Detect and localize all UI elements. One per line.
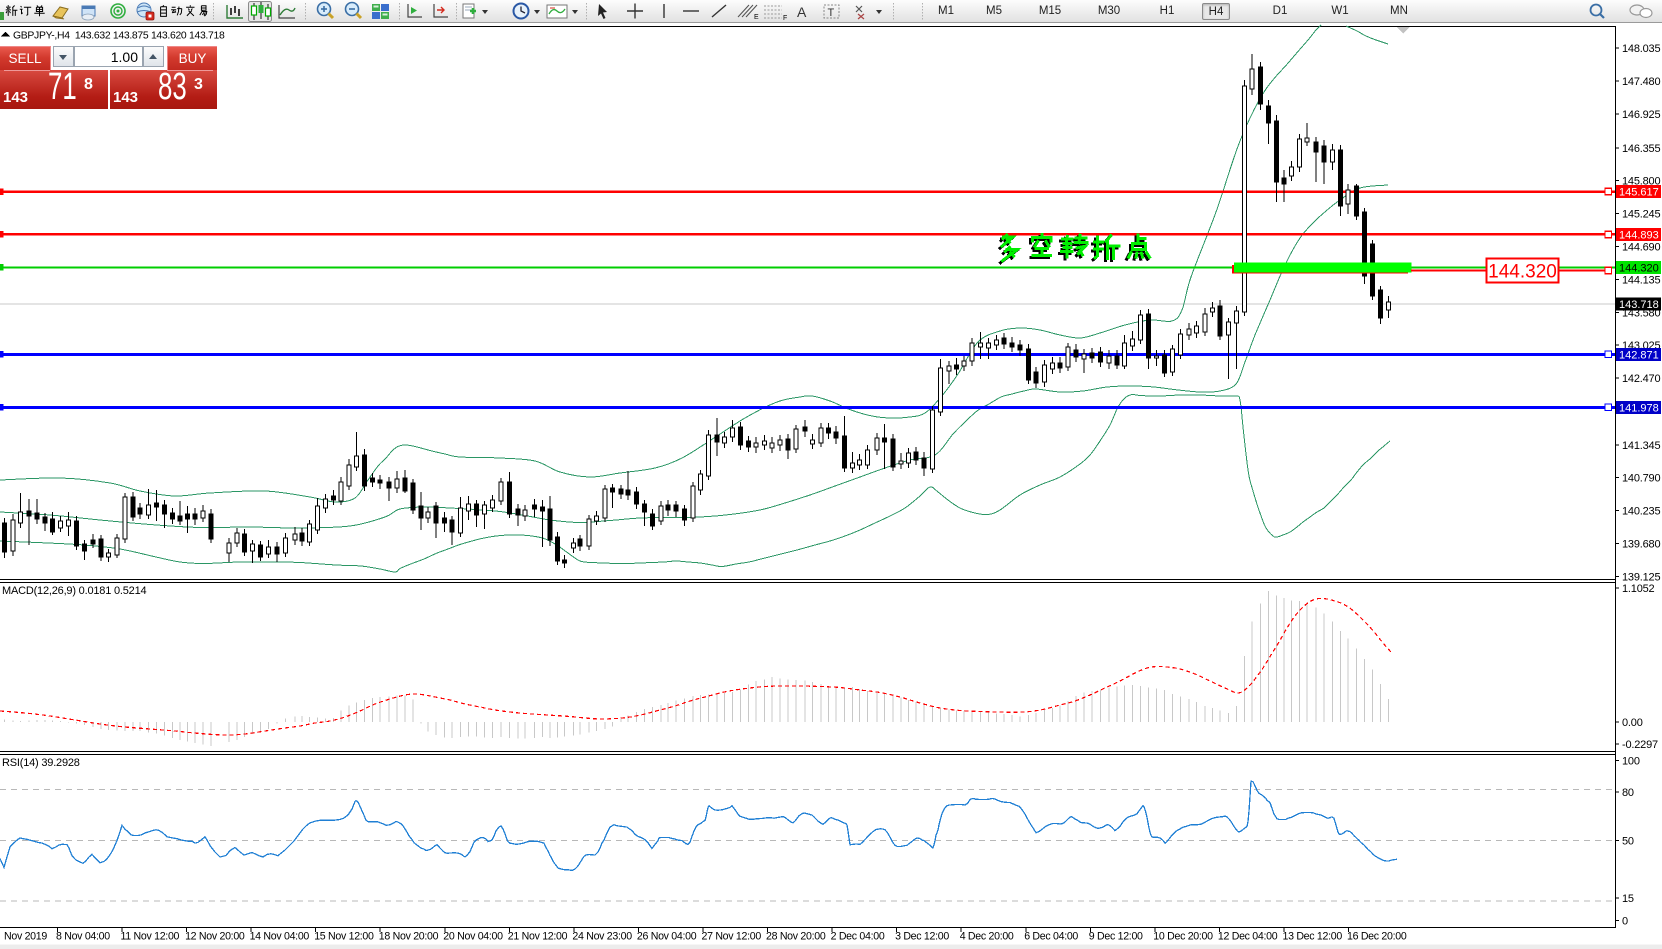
svg-text:6 Dec 04:00: 6 Dec 04:00 bbox=[1024, 931, 1078, 943]
svg-text:145.800: 145.800 bbox=[1622, 176, 1660, 188]
svg-text:RSI(14) 39.2928: RSI(14) 39.2928 bbox=[2, 757, 80, 769]
svg-text:9 Dec 12:00: 9 Dec 12:00 bbox=[1089, 931, 1143, 943]
svg-text:26 Nov 04:00: 26 Nov 04:00 bbox=[637, 931, 697, 943]
svg-text:140.790: 140.790 bbox=[1622, 473, 1660, 485]
svg-text:14 Nov 04:00: 14 Nov 04:00 bbox=[250, 931, 310, 943]
svg-text:13 Dec 12:00: 13 Dec 12:00 bbox=[1283, 931, 1343, 943]
svg-text:139.680: 139.680 bbox=[1622, 539, 1660, 551]
svg-text:8 Nov 04:00: 8 Nov 04:00 bbox=[56, 931, 110, 943]
svg-text:15 Nov 12:00: 15 Nov 12:00 bbox=[314, 931, 374, 943]
svg-text:0.00: 0.00 bbox=[1622, 717, 1643, 729]
svg-text:MACD(12,26,9) 0.0181 0.5214: MACD(12,26,9) 0.0181 0.5214 bbox=[2, 585, 146, 597]
svg-text:80: 80 bbox=[1622, 787, 1634, 799]
svg-text:12 Dec 04:00: 12 Dec 04:00 bbox=[1218, 931, 1278, 943]
svg-text:100: 100 bbox=[1622, 755, 1640, 767]
svg-text:10 Dec 20:00: 10 Dec 20:00 bbox=[1153, 931, 1213, 943]
svg-text:139.125: 139.125 bbox=[1622, 571, 1660, 583]
svg-text:144.320: 144.320 bbox=[1488, 262, 1557, 283]
svg-text:0: 0 bbox=[1622, 915, 1628, 927]
svg-text:143.718: 143.718 bbox=[1619, 299, 1659, 311]
svg-text:144.690: 144.690 bbox=[1622, 242, 1660, 254]
svg-text:2 Dec 04:00: 2 Dec 04:00 bbox=[831, 931, 885, 943]
svg-text:144.893: 144.893 bbox=[1619, 229, 1659, 241]
svg-text:146.355: 146.355 bbox=[1622, 143, 1660, 155]
svg-text:F: F bbox=[783, 15, 787, 22]
svg-text:20 Nov 04:00: 20 Nov 04:00 bbox=[443, 931, 503, 943]
svg-text:15: 15 bbox=[1622, 893, 1634, 905]
svg-text:28 Nov 20:00: 28 Nov 20:00 bbox=[766, 931, 826, 943]
svg-text:142.871: 142.871 bbox=[1619, 349, 1659, 361]
svg-text:A: A bbox=[797, 4, 807, 20]
svg-text:145.617: 145.617 bbox=[1619, 187, 1659, 199]
svg-text:147.480: 147.480 bbox=[1622, 76, 1660, 88]
svg-text:T: T bbox=[828, 7, 835, 19]
svg-text:3 Dec 12:00: 3 Dec 12:00 bbox=[895, 931, 949, 943]
svg-text:E: E bbox=[754, 14, 759, 21]
svg-text:146.925: 146.925 bbox=[1622, 109, 1660, 121]
svg-text:27 Nov 12:00: 27 Nov 12:00 bbox=[702, 931, 762, 943]
svg-text:11 Nov 12:00: 11 Nov 12:00 bbox=[121, 931, 180, 943]
svg-text:24 Nov 23:00: 24 Nov 23:00 bbox=[572, 931, 632, 943]
svg-text:145.245: 145.245 bbox=[1622, 209, 1660, 221]
svg-text:144.135: 144.135 bbox=[1622, 274, 1660, 286]
svg-text:21 Nov 12:00: 21 Nov 12:00 bbox=[508, 931, 568, 943]
svg-text:148.035: 148.035 bbox=[1622, 43, 1660, 55]
svg-text:GBPJPY-,H4 143.632 143.875 14: GBPJPY-,H4 143.632 143.875 143.620 143.7… bbox=[13, 31, 225, 42]
svg-text:141.345: 141.345 bbox=[1622, 440, 1660, 452]
svg-text:16 Dec 20:00: 16 Dec 20:00 bbox=[1347, 931, 1407, 943]
svg-text:1.1052: 1.1052 bbox=[1622, 583, 1655, 595]
svg-text:-0.2297: -0.2297 bbox=[1622, 739, 1658, 751]
svg-text:140.235: 140.235 bbox=[1622, 506, 1660, 518]
svg-text:50: 50 bbox=[1622, 835, 1634, 847]
svg-text:141.978: 141.978 bbox=[1619, 402, 1659, 414]
svg-text:142.470: 142.470 bbox=[1622, 373, 1660, 385]
svg-text:12 Nov 20:00: 12 Nov 20:00 bbox=[185, 931, 245, 943]
svg-text:18 Nov 20:00: 18 Nov 20:00 bbox=[379, 931, 439, 943]
svg-text:144.320: 144.320 bbox=[1619, 262, 1659, 274]
svg-text:Nov 2019: Nov 2019 bbox=[4, 931, 47, 943]
svg-text:4 Dec 20:00: 4 Dec 20:00 bbox=[960, 931, 1014, 943]
